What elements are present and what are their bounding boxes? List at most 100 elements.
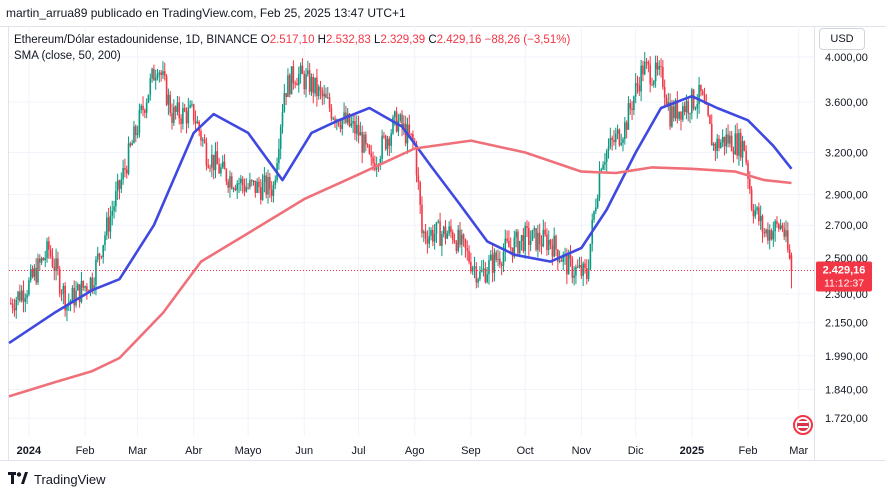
currency-button[interactable]: USD (819, 28, 865, 50)
candle (571, 256, 574, 284)
candle-body (593, 211, 595, 220)
candle (710, 114, 713, 146)
candle-body (676, 100, 679, 119)
candle (689, 112, 691, 124)
candle (261, 174, 264, 201)
candle (660, 58, 662, 78)
candle (111, 200, 114, 226)
candle-body (386, 138, 389, 150)
price-chart[interactable]: 4.000,00 3.600,00 3.200,00 2.900,00 2.700,00… (1, 26, 886, 460)
candle-body (419, 181, 421, 205)
y-tick-label: 2.700,00 (825, 220, 868, 232)
candle-body (493, 252, 496, 273)
candle (232, 186, 235, 193)
candle-body (310, 77, 313, 92)
candle (10, 297, 12, 305)
candle-body (321, 90, 324, 97)
candle (489, 250, 492, 261)
candle-body (470, 262, 472, 272)
candle (540, 235, 543, 255)
candle (249, 172, 251, 190)
open-value: 2.517,10 (269, 34, 315, 46)
candle-body (560, 260, 563, 262)
candle (624, 117, 626, 145)
sma-legend[interactable]: SMA (close, 50, 200) (14, 50, 121, 62)
candle (292, 60, 295, 90)
candle-body (444, 226, 447, 239)
candle-body (296, 83, 298, 86)
candle-body (471, 267, 474, 272)
candle-body (354, 121, 356, 134)
candle-body (308, 70, 311, 92)
candle (451, 229, 454, 245)
candle (575, 264, 577, 284)
candle (205, 137, 208, 171)
candle (310, 73, 313, 96)
candle-body (287, 75, 289, 97)
candle-body (633, 96, 635, 111)
candle-body (241, 178, 244, 186)
candle-body (314, 77, 316, 94)
candle-body (422, 231, 425, 234)
candle-body (11, 303, 14, 308)
candle (662, 60, 664, 90)
candle (605, 148, 608, 173)
candle-body (558, 260, 561, 262)
candle (265, 172, 267, 199)
tradingview-brand[interactable]: TradingView (8, 471, 106, 487)
candle-body (555, 236, 557, 250)
candle-body (46, 241, 48, 259)
candle-body (442, 226, 445, 234)
candle (203, 134, 206, 144)
candle-body (596, 198, 599, 208)
candle-body (118, 180, 121, 189)
candle-body (283, 92, 286, 112)
price-axis[interactable] (814, 26, 886, 460)
candle (430, 227, 432, 241)
candle (732, 146, 735, 163)
candle-body (40, 258, 43, 263)
candle (44, 250, 47, 268)
candle (658, 60, 661, 76)
candle-body (202, 139, 204, 141)
candle (77, 282, 79, 291)
candle-body (397, 120, 400, 132)
candle-body (368, 145, 371, 154)
candle-body (191, 104, 193, 106)
candle-body (647, 62, 650, 65)
candle-body (520, 235, 523, 241)
candle (236, 180, 239, 199)
candle (537, 224, 539, 258)
candle (506, 230, 508, 244)
candle-body (13, 307, 16, 311)
candle (350, 116, 353, 129)
candle-body (616, 129, 619, 134)
candle-body (486, 274, 488, 283)
candle-body (479, 271, 481, 280)
price-badge-price: 2.429,16 (823, 264, 866, 276)
candle (296, 77, 298, 86)
x-tick-label: Mar (789, 445, 808, 457)
candle-body (620, 143, 622, 145)
candle (174, 105, 177, 120)
candle-body (381, 135, 383, 160)
candle (739, 128, 742, 161)
x-tick-label: Mayo (235, 445, 262, 457)
symbol-name[interactable]: Ethereum/Dólar estadounidense, 1D, BINAN… (14, 34, 258, 46)
candle (19, 284, 21, 303)
candle (712, 142, 715, 151)
candle (187, 97, 190, 129)
candle (102, 244, 104, 264)
candle-body (566, 253, 568, 275)
chart-area[interactable]: 4.000,00 3.600,00 3.200,00 2.900,00 2.700,00… (8, 26, 872, 460)
candle-body (192, 104, 195, 121)
x-tick-label: Nov (572, 445, 592, 457)
candle (609, 127, 612, 150)
candle-body (285, 92, 287, 97)
candle-body (399, 114, 402, 121)
candle (462, 233, 465, 247)
candle (422, 229, 425, 243)
candle (106, 211, 108, 240)
candle-body (171, 113, 173, 123)
candle-body (448, 226, 450, 234)
